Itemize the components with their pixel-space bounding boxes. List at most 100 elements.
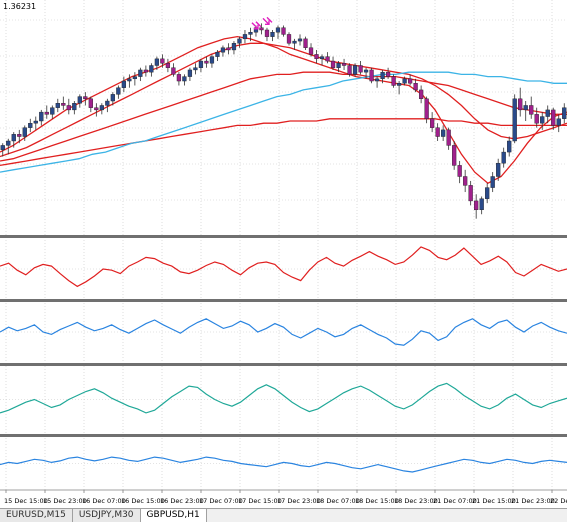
candle[interactable] bbox=[198, 58, 204, 73]
candle[interactable] bbox=[121, 76, 126, 93]
candle[interactable] bbox=[391, 74, 396, 88]
candle[interactable] bbox=[556, 114, 561, 133]
candle[interactable] bbox=[72, 101, 77, 115]
candle[interactable] bbox=[341, 58, 347, 70]
candle[interactable] bbox=[435, 123, 440, 141]
candle[interactable] bbox=[110, 92, 115, 106]
candle[interactable] bbox=[176, 72, 182, 86]
candle[interactable] bbox=[314, 49, 319, 64]
candle[interactable] bbox=[275, 25, 281, 39]
candle[interactable] bbox=[11, 132, 16, 148]
candle[interactable] bbox=[17, 129, 22, 144]
candle[interactable] bbox=[171, 63, 176, 77]
candle[interactable] bbox=[374, 76, 380, 88]
candle[interactable] bbox=[88, 96, 93, 113]
candle[interactable] bbox=[0, 143, 5, 157]
candle[interactable] bbox=[264, 27, 270, 42]
candle[interactable] bbox=[496, 158, 501, 181]
candle[interactable] bbox=[396, 81, 402, 95]
candle[interactable] bbox=[226, 43, 231, 55]
candle[interactable] bbox=[402, 76, 407, 86]
candle[interactable] bbox=[523, 101, 528, 121]
candle[interactable] bbox=[430, 112, 435, 133]
candle[interactable] bbox=[116, 85, 121, 99]
candle[interactable] bbox=[308, 43, 314, 57]
candle[interactable] bbox=[446, 127, 451, 150]
candle[interactable] bbox=[143, 65, 149, 77]
candle[interactable] bbox=[231, 41, 237, 55]
pane-separator-4[interactable] bbox=[0, 434, 567, 437]
candle[interactable] bbox=[50, 105, 55, 119]
candle[interactable] bbox=[77, 94, 82, 108]
tab-usdjpy-m30[interactable]: USDJPY,M30 bbox=[72, 509, 141, 522]
candle[interactable] bbox=[512, 94, 517, 144]
candle[interactable] bbox=[61, 96, 66, 110]
pane-separator-1[interactable] bbox=[0, 235, 567, 238]
candle[interactable] bbox=[66, 98, 71, 115]
candle[interactable] bbox=[44, 105, 49, 119]
candle[interactable] bbox=[248, 27, 253, 42]
candle[interactable] bbox=[105, 98, 110, 113]
candle[interactable] bbox=[182, 74, 187, 86]
candle[interactable] bbox=[259, 23, 264, 35]
candle[interactable] bbox=[193, 63, 198, 75]
candle[interactable] bbox=[55, 98, 60, 113]
candle[interactable] bbox=[22, 125, 27, 141]
candle[interactable] bbox=[463, 169, 468, 193]
candle[interactable] bbox=[39, 109, 44, 126]
candle[interactable] bbox=[292, 38, 297, 50]
candle[interactable] bbox=[303, 36, 308, 50]
candle[interactable] bbox=[363, 67, 369, 79]
candle[interactable] bbox=[33, 116, 38, 130]
candle[interactable] bbox=[149, 63, 154, 77]
candle[interactable] bbox=[209, 54, 215, 68]
candle[interactable] bbox=[518, 87, 523, 117]
candle[interactable] bbox=[369, 67, 374, 84]
candle[interactable] bbox=[407, 74, 413, 86]
candle[interactable] bbox=[380, 69, 385, 84]
candle[interactable] bbox=[413, 78, 418, 93]
candle[interactable] bbox=[551, 107, 556, 130]
candle[interactable] bbox=[132, 72, 137, 86]
candle[interactable] bbox=[529, 96, 534, 119]
candle[interactable] bbox=[286, 32, 292, 46]
pane-separator-3[interactable] bbox=[0, 363, 567, 366]
pane-separators[interactable] bbox=[0, 235, 567, 437]
candle[interactable] bbox=[468, 180, 473, 206]
candle[interactable] bbox=[281, 25, 286, 37]
candle[interactable] bbox=[485, 183, 490, 204]
candle[interactable] bbox=[99, 103, 104, 115]
candle[interactable] bbox=[94, 103, 99, 117]
candle[interactable] bbox=[220, 45, 226, 57]
oscillator-panes[interactable] bbox=[0, 246, 567, 473]
candle[interactable] bbox=[479, 196, 484, 215]
candle[interactable] bbox=[242, 29, 248, 44]
candle[interactable] bbox=[540, 112, 545, 130]
candle[interactable] bbox=[204, 56, 209, 68]
candle[interactable] bbox=[154, 56, 160, 70]
candle[interactable] bbox=[385, 67, 391, 79]
candle[interactable] bbox=[418, 85, 424, 104]
candle[interactable] bbox=[347, 63, 352, 77]
candle[interactable] bbox=[215, 49, 220, 62]
candle[interactable] bbox=[330, 56, 336, 70]
tab-eurusd-m15[interactable]: EURUSD,M15 bbox=[0, 509, 73, 522]
candle[interactable] bbox=[319, 54, 325, 66]
candle[interactable] bbox=[534, 107, 539, 128]
candle[interactable] bbox=[474, 194, 479, 219]
tab-gbpusd-h1[interactable]: GBPUSD,H1 bbox=[140, 509, 207, 522]
candle[interactable] bbox=[165, 58, 171, 73]
candle[interactable] bbox=[424, 96, 429, 124]
candle[interactable] bbox=[441, 125, 446, 141]
candle[interactable] bbox=[138, 67, 143, 82]
candle[interactable] bbox=[457, 160, 462, 184]
candle[interactable] bbox=[6, 138, 11, 155]
candle[interactable] bbox=[452, 140, 457, 170]
candle[interactable] bbox=[187, 67, 193, 82]
candle[interactable] bbox=[490, 172, 495, 193]
candle[interactable] bbox=[507, 136, 512, 157]
candle[interactable] bbox=[352, 63, 358, 77]
candle[interactable] bbox=[270, 29, 275, 42]
